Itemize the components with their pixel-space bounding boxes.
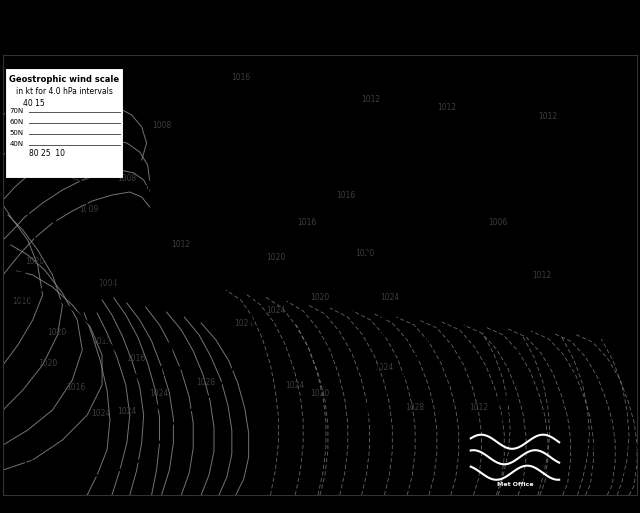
Text: 1016: 1016	[298, 218, 317, 227]
Text: Geostrophic wind scale: Geostrophic wind scale	[9, 75, 119, 84]
Text: 1012: 1012	[437, 103, 456, 112]
Text: 1024: 1024	[380, 292, 399, 302]
Text: 1008: 1008	[117, 174, 136, 183]
Text: 1032: 1032	[157, 365, 192, 379]
Text: 1012: 1012	[469, 403, 488, 411]
Text: 1024: 1024	[285, 381, 304, 389]
Text: 1016: 1016	[231, 72, 250, 82]
Text: 50N: 50N	[10, 130, 24, 136]
Text: H: H	[11, 266, 27, 285]
Text: H: H	[496, 389, 512, 408]
Text: 1020: 1020	[38, 359, 57, 367]
Text: 1001: 1001	[84, 277, 119, 291]
Text: 1004: 1004	[188, 211, 223, 225]
Text: 1004: 1004	[98, 279, 117, 288]
Text: Forecast chart (T+118) valid 12 UTC Thu 30 MAY 2024: Forecast chart (T+118) valid 12 UTC Thu …	[115, 43, 306, 49]
Text: 1008: 1008	[88, 108, 108, 116]
Text: 40 15: 40 15	[22, 99, 44, 108]
Text: 998: 998	[262, 220, 289, 233]
Text: 1020: 1020	[310, 389, 330, 398]
Text: 1020: 1020	[25, 258, 44, 266]
Text: 1012: 1012	[361, 94, 380, 104]
Text: 80 25  10: 80 25 10	[29, 149, 65, 159]
Text: 1012: 1012	[171, 240, 190, 249]
Text: 1006: 1006	[404, 242, 439, 255]
Text: 1025: 1025	[1, 290, 36, 304]
Text: 1016: 1016	[127, 354, 146, 363]
Text: 1009: 1009	[79, 205, 99, 213]
Text: L: L	[200, 186, 212, 205]
Text: L: L	[440, 285, 453, 304]
Text: 1024: 1024	[148, 389, 168, 398]
Text: 1012: 1012	[539, 112, 558, 121]
Text: L: L	[32, 435, 44, 454]
Text: 1001: 1001	[144, 184, 179, 199]
Text: 1020: 1020	[310, 292, 330, 302]
Text: 1012: 1012	[532, 270, 552, 280]
Text: 1013: 1013	[486, 413, 522, 427]
Text: metoffice.gov.uk: metoffice.gov.uk	[573, 442, 640, 451]
Text: L: L	[51, 213, 63, 232]
Text: 1028: 1028	[406, 403, 425, 411]
Text: 1024: 1024	[374, 363, 393, 372]
Text: 1020: 1020	[266, 253, 285, 262]
Text: © Crown Copyright: © Crown Copyright	[573, 467, 640, 476]
Text: 1016: 1016	[336, 191, 355, 200]
Text: 1028: 1028	[196, 378, 216, 387]
Text: 1007: 1007	[39, 237, 74, 251]
Text: 40N: 40N	[10, 141, 24, 147]
Text: 1008: 1008	[152, 121, 171, 130]
Text: 1006: 1006	[429, 310, 465, 324]
Text: 1020: 1020	[47, 328, 67, 337]
Text: 1012: 1012	[92, 337, 111, 345]
Text: 1020: 1020	[355, 248, 374, 258]
Text: 1016: 1016	[67, 383, 86, 392]
Text: 1003: 1003	[20, 460, 56, 473]
Text: 1024: 1024	[92, 409, 111, 418]
Text: L: L	[95, 252, 108, 271]
Text: L: L	[156, 160, 168, 179]
Text: 1024: 1024	[117, 407, 136, 416]
Text: 1016: 1016	[12, 297, 31, 306]
Text: 70N: 70N	[10, 108, 24, 114]
Text: 1024: 1024	[266, 306, 285, 314]
Text: 60N: 60N	[10, 119, 24, 125]
Text: H: H	[166, 340, 182, 359]
Text: H: H	[477, 151, 493, 170]
Text: L: L	[269, 195, 282, 214]
Text: 1024: 1024	[234, 319, 253, 328]
FancyBboxPatch shape	[5, 68, 124, 178]
Text: in kt for 4.0 hPa intervals: in kt for 4.0 hPa intervals	[16, 87, 113, 96]
Text: 1013: 1013	[467, 175, 502, 190]
Text: L: L	[415, 217, 428, 236]
Text: Met Office: Met Office	[497, 482, 533, 487]
Text: 1006: 1006	[488, 218, 508, 227]
